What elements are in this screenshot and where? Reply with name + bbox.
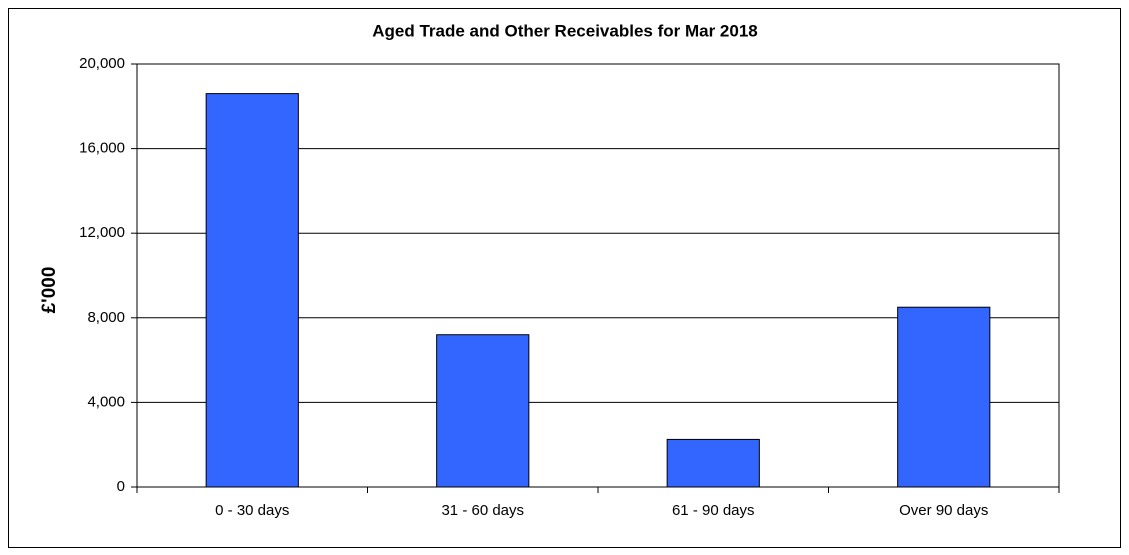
chart-title: Aged Trade and Other Receivables for Mar… <box>372 21 757 40</box>
y-tick-label: 12,000 <box>79 224 125 241</box>
y-tick-label: 4,000 <box>87 393 125 410</box>
x-tick-label: 0 - 30 days <box>215 502 289 519</box>
y-axis-label: £'000 <box>39 267 60 314</box>
bar <box>205 93 299 488</box>
bar <box>666 438 760 488</box>
y-tick-label: 16,000 <box>79 140 125 157</box>
y-tick-label: 20,000 <box>79 55 125 72</box>
bar <box>897 306 991 488</box>
x-tick-label: Over 90 days <box>899 502 988 519</box>
bar <box>436 334 530 488</box>
x-tick-label: 31 - 60 days <box>441 502 524 519</box>
y-tick-label: 0 <box>117 478 125 495</box>
y-tick-label: 8,000 <box>87 309 125 326</box>
x-tick-label: 61 - 90 days <box>672 502 755 519</box>
